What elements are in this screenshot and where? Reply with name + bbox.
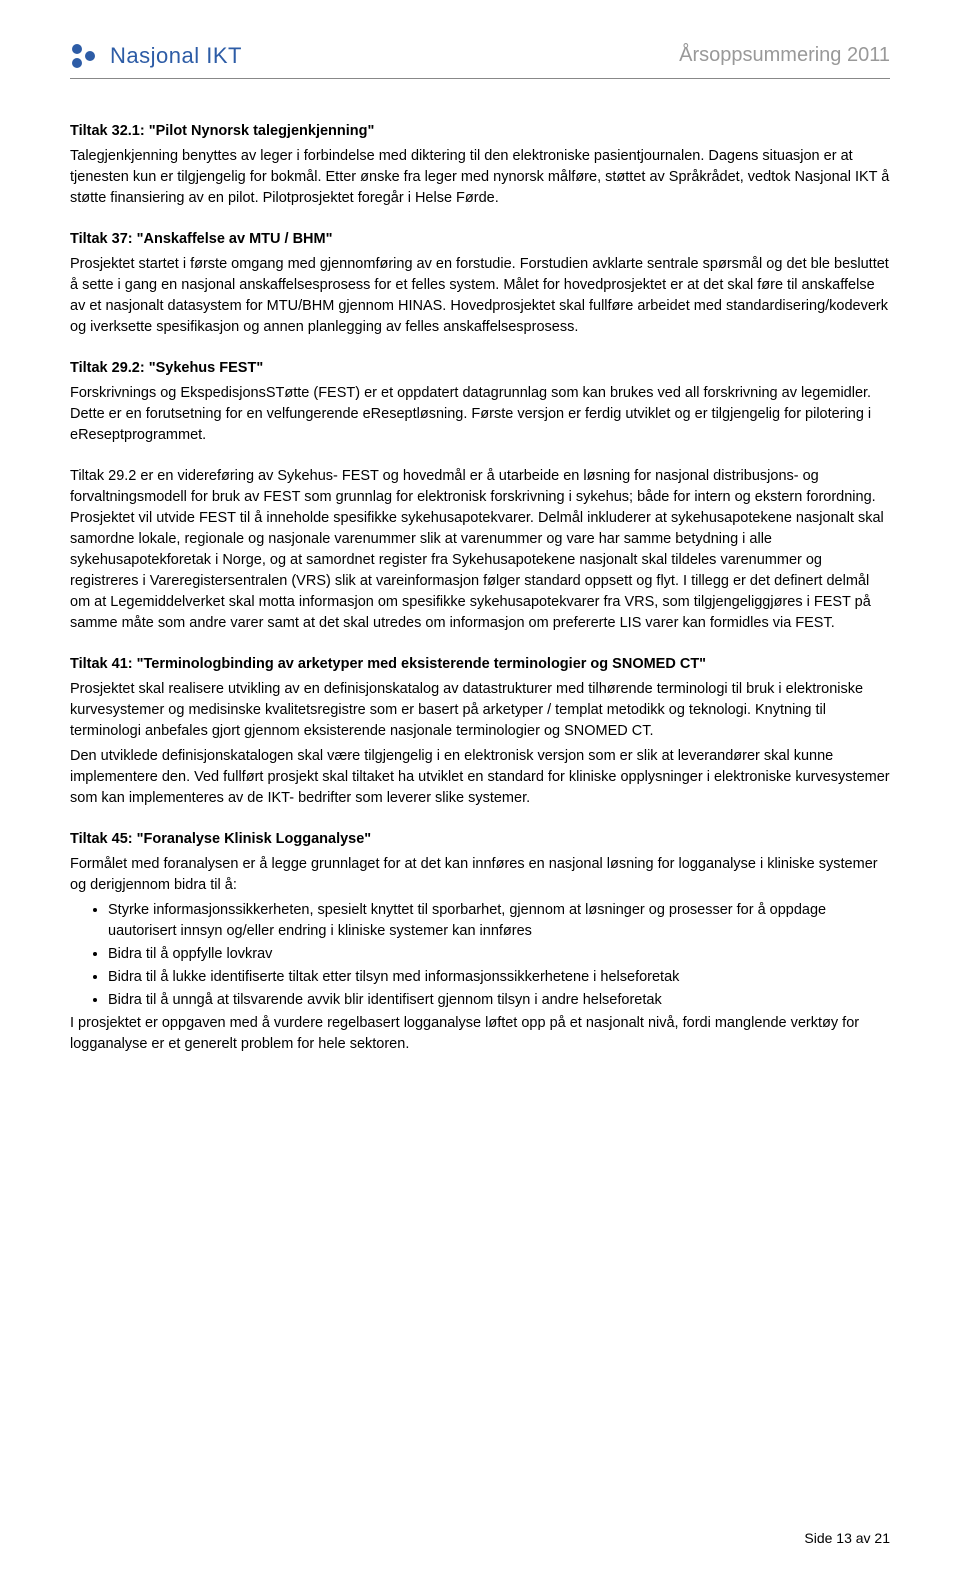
section-tiltak-45: Tiltak 45: "Foranalyse Klinisk Logganaly…: [70, 829, 890, 1055]
section-title: Tiltak 32.1: "Pilot Nynorsk talegjenkjen…: [70, 123, 374, 139]
section-tiltak-29-2-cont: Tiltak 29.2 er en videreføring av Sykehu…: [70, 466, 890, 634]
list-item: Bidra til å unngå at tilsvarende avvik b…: [108, 990, 890, 1011]
bullet-list: Styrke informasjonssikkerheten, spesielt…: [70, 900, 890, 1011]
logo: Nasjonal IKT: [70, 40, 242, 72]
page-header: Nasjonal IKT Årsoppsummering 2011: [70, 40, 890, 79]
section-tiltak-29-2: Tiltak 29.2: "Sykehus FEST" Forskrivning…: [70, 358, 890, 446]
section-body: Forskrivnings og EkspedisjonsSTøtte (FES…: [70, 383, 890, 446]
section-tiltak-32-1: Tiltak 32.1: "Pilot Nynorsk talegjenkjen…: [70, 121, 890, 209]
header-subtitle: Årsoppsummering 2011: [679, 41, 890, 70]
section-title: Tiltak 45: "Foranalyse Klinisk Logganaly…: [70, 831, 371, 847]
page: Nasjonal IKT Årsoppsummering 2011 Tiltak…: [0, 0, 960, 1580]
section-tiltak-37: Tiltak 37: "Anskaffelse av MTU / BHM" Pr…: [70, 229, 890, 338]
logo-text: Nasjonal IKT: [110, 40, 242, 72]
section-tiltak-41: Tiltak 41: "Terminologbinding av arketyp…: [70, 654, 890, 809]
section-body: Prosjektet skal realisere utvikling av e…: [70, 679, 890, 742]
section-body: Prosjektet startet i første omgang med g…: [70, 254, 890, 338]
section-body: Talegjenkjenning benyttes av leger i for…: [70, 146, 890, 209]
page-number: Side 13 av 21: [804, 1528, 890, 1548]
section-intro: Formålet med foranalysen er å legge grun…: [70, 854, 890, 896]
list-item: Bidra til å oppfylle lovkrav: [108, 944, 890, 965]
list-item: Bidra til å lukke identifiserte tiltak e…: [108, 967, 890, 988]
section-title: Tiltak 41: "Terminologbinding av arketyp…: [70, 656, 706, 672]
section-title: Tiltak 37: "Anskaffelse av MTU / BHM": [70, 231, 332, 247]
section-outro: I prosjektet er oppgaven med å vurdere r…: [70, 1013, 890, 1055]
section-title: Tiltak 29.2: "Sykehus FEST": [70, 360, 263, 376]
list-item: Styrke informasjonssikkerheten, spesielt…: [108, 900, 890, 942]
section-body: Den utviklede definisjonskatalogen skal …: [70, 746, 890, 809]
section-body: Tiltak 29.2 er en videreføring av Sykehu…: [70, 466, 890, 634]
logo-icon: [70, 42, 104, 70]
